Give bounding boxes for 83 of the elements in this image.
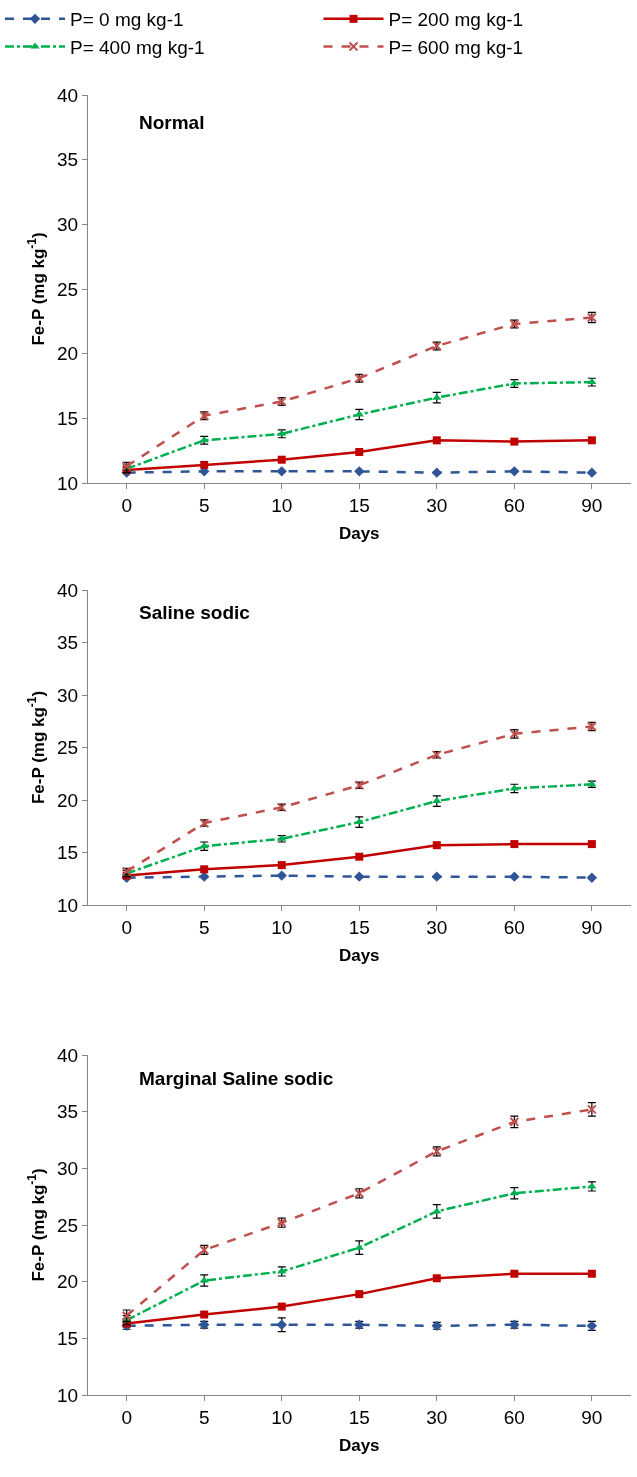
y-tick-label: 40 xyxy=(56,84,79,106)
y-tick-label: 40 xyxy=(56,1044,79,1066)
text: Saline sodic xyxy=(139,602,251,623)
point xyxy=(277,861,286,870)
y-tick-label: 40 xyxy=(56,579,79,601)
x-tick-label: 60 xyxy=(503,494,525,516)
x-tick-label: 60 xyxy=(503,916,525,938)
point xyxy=(509,466,520,477)
y-tick-label: 20 xyxy=(56,343,79,365)
point xyxy=(200,865,209,874)
y-tick-label: 30 xyxy=(56,684,79,706)
x-tick-label: 90 xyxy=(581,1406,603,1428)
legend-label: P= 0 mg kg-1 xyxy=(70,9,184,31)
point xyxy=(510,1269,519,1278)
x-tick-label: 0 xyxy=(121,916,132,938)
y-tick-label: 10 xyxy=(56,1384,79,1406)
point xyxy=(432,393,442,400)
x-tick-label: 15 xyxy=(348,494,370,516)
point xyxy=(432,841,441,850)
point xyxy=(199,1276,209,1283)
x-tick-label: 90 xyxy=(581,916,603,938)
y-tick-label: 30 xyxy=(56,1157,79,1179)
x-tick-label: 5 xyxy=(198,1406,210,1428)
point xyxy=(276,870,287,881)
y-tick-label: 15 xyxy=(56,407,79,429)
x-axis-title: Days xyxy=(338,946,380,966)
y-tick-label: 20 xyxy=(56,789,79,811)
x-tick-label: 30 xyxy=(426,494,448,516)
y-tick-label: 35 xyxy=(56,149,79,171)
x-axis-title: Days xyxy=(338,524,380,544)
y-tick-label: 25 xyxy=(56,1214,79,1236)
point xyxy=(355,852,364,861)
y-tick-label: 15 xyxy=(56,842,79,864)
point xyxy=(509,1189,519,1196)
point xyxy=(432,436,441,445)
text: Normal xyxy=(139,112,205,133)
text: Marginal Saline sodic xyxy=(139,1068,334,1089)
point xyxy=(587,840,596,849)
x-tick-label: 5 xyxy=(198,494,210,516)
x-tick-label: 10 xyxy=(271,494,293,516)
y-tick-label: 10 xyxy=(56,472,79,494)
point xyxy=(277,1302,286,1311)
legend-label: P= 200 mg kg-1 xyxy=(388,9,524,31)
point xyxy=(587,1269,596,1278)
point xyxy=(586,467,598,478)
point xyxy=(510,437,519,446)
point xyxy=(355,447,364,456)
y-tick-label: 25 xyxy=(56,737,79,759)
x-tick-label: 30 xyxy=(426,1406,448,1428)
legend-label: P= 400 mg kg-1 xyxy=(70,36,205,58)
x-axis-title: Days xyxy=(338,1436,380,1456)
point xyxy=(354,466,365,477)
x-tick-label: 0 xyxy=(121,494,132,516)
x-tick-label: 15 xyxy=(348,1406,370,1428)
point xyxy=(509,871,520,882)
x-tick-label: 30 xyxy=(426,916,448,938)
point xyxy=(431,871,442,882)
point xyxy=(277,455,286,464)
y-tick-label: 25 xyxy=(56,278,79,300)
point xyxy=(587,436,596,445)
point xyxy=(200,1310,209,1319)
x-tick-label: 15 xyxy=(348,916,370,938)
point xyxy=(200,460,209,469)
x-tick-label: 10 xyxy=(271,916,293,938)
y-tick-label: 15 xyxy=(56,1327,79,1349)
y-tick-label: 10 xyxy=(56,894,79,916)
point xyxy=(586,872,598,883)
y-tick-label: 20 xyxy=(56,1271,79,1293)
x-tick-label: 0 xyxy=(121,1406,132,1428)
point xyxy=(354,871,365,882)
point xyxy=(510,840,519,849)
y-tick-label: 35 xyxy=(56,632,79,654)
y-tick-label: 35 xyxy=(56,1101,79,1123)
point xyxy=(431,467,442,478)
x-tick-label: 90 xyxy=(581,494,603,516)
x-tick-label: 10 xyxy=(271,1406,293,1428)
y-tick-label: 30 xyxy=(56,213,79,235)
point xyxy=(432,1274,441,1283)
legend-label: P= 600 mg kg-1 xyxy=(388,36,524,58)
x-tick-label: 60 xyxy=(503,1406,525,1428)
point xyxy=(276,466,287,477)
point xyxy=(355,1290,364,1299)
x-tick-label: 5 xyxy=(198,916,210,938)
